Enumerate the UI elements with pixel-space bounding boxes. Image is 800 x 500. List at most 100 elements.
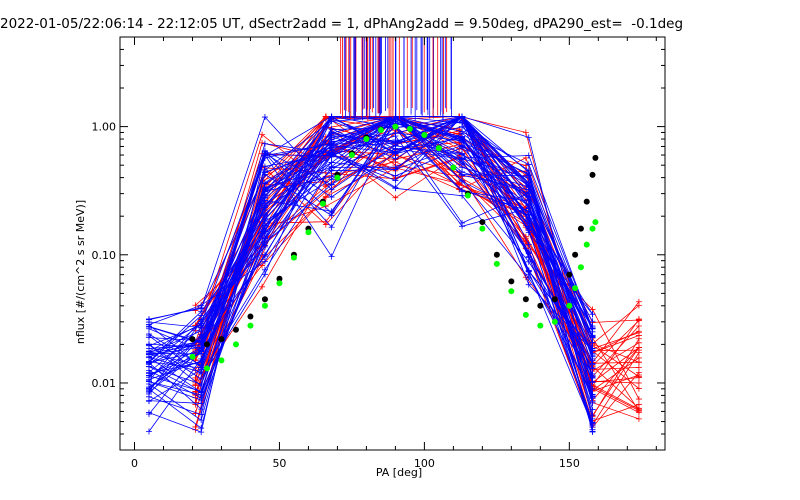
flux-marker	[635, 317, 642, 324]
flux-marker	[259, 139, 266, 146]
model-point	[572, 251, 579, 258]
flux-marker	[145, 384, 152, 391]
flux-marker	[261, 266, 268, 273]
model-point	[203, 365, 210, 372]
model-point	[232, 326, 239, 333]
flux-marker	[635, 415, 642, 422]
flux-marker	[635, 385, 642, 392]
flux-marker	[635, 396, 642, 403]
flux-marker	[459, 130, 466, 137]
y-tick-label: 0.01	[92, 377, 117, 390]
flux-marker	[261, 114, 268, 121]
flux-marker	[459, 177, 466, 184]
flux-marker	[328, 224, 335, 231]
model-point	[261, 302, 268, 309]
flux-trace	[148, 116, 593, 379]
flux-marker	[145, 378, 152, 385]
flux-trace	[148, 132, 593, 393]
model-point	[189, 353, 196, 360]
flux-marker	[525, 267, 532, 274]
flux-trace	[148, 118, 593, 432]
flux-marker	[459, 188, 466, 195]
flux-marker	[192, 423, 199, 430]
flux-trace	[148, 115, 593, 433]
model-point	[348, 152, 355, 159]
flux-marker	[525, 281, 532, 288]
y-tick-label: 1.00	[92, 121, 117, 134]
flux-marker	[328, 126, 335, 133]
flux-marker	[525, 152, 532, 159]
axes: 0 50 100 150 0.01 0.10 1.00	[92, 36, 666, 470]
flux-marker	[259, 283, 266, 290]
model-point	[247, 313, 254, 320]
flux-marker	[589, 311, 596, 318]
flux-marker	[261, 200, 268, 207]
flux-marker	[259, 131, 266, 138]
flux-marker	[198, 411, 205, 418]
model-point	[508, 288, 515, 295]
flux-trace	[148, 115, 593, 362]
flux-marker	[328, 167, 335, 174]
model-point	[577, 225, 584, 232]
flux-marker	[522, 129, 529, 136]
flux-trace	[148, 115, 593, 401]
flux-marker	[589, 360, 596, 367]
flux-marker	[589, 398, 596, 405]
model-point	[261, 296, 268, 303]
flux-trace	[148, 115, 593, 383]
flux-marker	[392, 130, 399, 137]
flux-marker	[392, 177, 399, 184]
flux-marker	[392, 115, 399, 122]
flux-marker	[261, 140, 268, 147]
flux-marker	[525, 253, 532, 260]
model-point	[377, 127, 384, 134]
model-point	[406, 125, 413, 132]
flux-marker	[459, 161, 466, 168]
flux-line-bundle	[145, 37, 642, 436]
flux-marker	[589, 352, 596, 359]
flux-marker	[392, 184, 399, 191]
model-point	[566, 302, 573, 309]
flux-marker	[322, 218, 329, 225]
flux-marker	[392, 194, 399, 201]
flux-marker	[635, 344, 642, 351]
flux-marker	[192, 401, 199, 408]
flux-trace	[148, 115, 593, 392]
model-point	[276, 275, 283, 282]
flux-marker	[525, 258, 532, 265]
flux-marker	[261, 180, 268, 187]
flux-marker	[198, 312, 205, 319]
model-point	[435, 145, 442, 152]
flux-marker	[525, 205, 532, 212]
flux-marker	[192, 307, 199, 314]
flux-marker	[261, 258, 268, 265]
model-point	[572, 285, 579, 292]
model-point	[583, 198, 590, 205]
model-point	[479, 219, 486, 226]
flux-trace	[148, 144, 593, 410]
flux-marker	[392, 139, 399, 146]
flux-marker	[328, 138, 335, 145]
green-model-curve	[189, 123, 599, 372]
flux-marker	[589, 415, 596, 422]
flux-marker	[145, 428, 152, 435]
model-point	[392, 123, 399, 130]
flux-marker	[328, 181, 335, 188]
flux-marker	[261, 237, 268, 244]
y-tick-label: 0.10	[92, 249, 117, 262]
flux-marker	[392, 155, 399, 162]
model-point	[450, 164, 457, 171]
model-point	[247, 322, 254, 329]
flux-marker	[145, 350, 152, 357]
flux-marker	[525, 193, 532, 200]
model-point	[592, 154, 599, 161]
flux-trace	[148, 135, 593, 394]
flux-marker	[198, 324, 205, 331]
flux-marker	[145, 316, 152, 323]
flux-marker	[328, 159, 335, 166]
model-point	[589, 171, 596, 178]
flux-marker	[261, 188, 268, 195]
flux-marker	[198, 348, 205, 355]
flux-marker	[328, 212, 335, 219]
